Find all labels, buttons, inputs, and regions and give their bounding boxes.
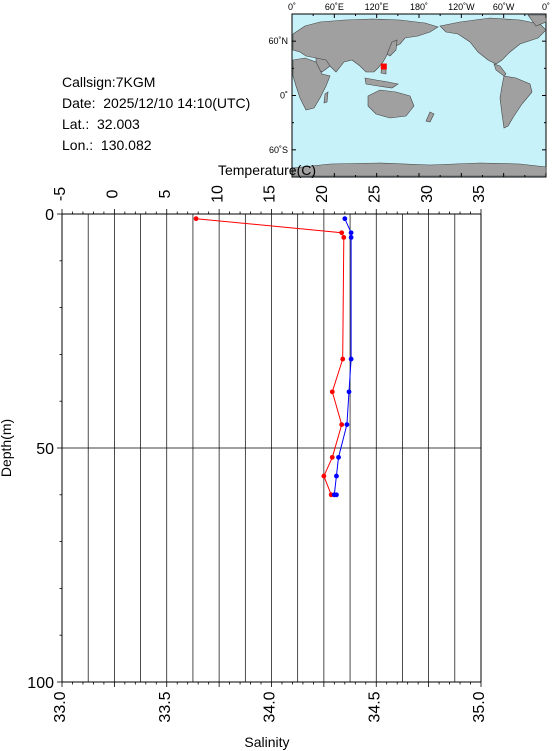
map-longitude-label: 60˚E: [325, 2, 344, 12]
station-marker-square: [380, 63, 387, 70]
temperature-data-point: [321, 473, 327, 479]
land-madagascar: [323, 91, 329, 104]
salinity-data-point: [348, 235, 354, 240]
map-latitude-labels: 60˚N 0˚ 60˚S: [268, 36, 288, 155]
salinity-data-point: [336, 454, 341, 460]
station-info: Callsign:7KGM Date: 2025/12/10 14:10(UTC…: [62, 72, 250, 156]
map-longitude-label: 0˚: [288, 2, 296, 12]
land-south-america: [499, 75, 533, 129]
temperature-tick-label: -5: [52, 187, 69, 201]
map-frame-ticks: [291, 13, 547, 178]
salinity-tick-label: 35.0: [471, 691, 488, 722]
land-japan: [386, 39, 398, 57]
salinity-data-point: [346, 389, 352, 395]
temperature-tick-label: 10: [209, 185, 226, 203]
land-australia: [367, 89, 415, 119]
salinity-tick-label: 34.0: [262, 691, 279, 722]
land-africa: [292, 57, 331, 111]
chart-series: [193, 216, 354, 498]
world-map: 0˚ 60˚E 120˚E 180˚ 120˚W 60˚W 0˚ 60˚N 0˚ 60˚S: [268, 2, 550, 178]
salinity-tick-label: 33.5: [157, 691, 174, 722]
salinity-data-point: [348, 230, 354, 236]
salinity-data-point: [344, 422, 350, 427]
map-longitude-label: 120˚W: [448, 2, 475, 12]
map-longitude-label: 180˚: [410, 2, 428, 12]
temperature-profile-line: [196, 218, 345, 496]
date-text: Date: 2025/12/10 14:10(UTC): [62, 95, 251, 111]
depth-tick-label: 0: [45, 207, 54, 224]
salinity-axis-label: Salinity: [244, 734, 289, 750]
salinity-data-point: [334, 492, 339, 498]
land-greenland: [527, 14, 547, 27]
land-central-america: [493, 63, 507, 77]
temperature-axis-label: Temperature(C): [218, 162, 316, 178]
salinity-axis: 33.0 33.5 34.0 34.5 35.0: [52, 682, 488, 723]
temperature-tick-label: 15: [262, 185, 279, 203]
map-longitude-label: 0˚: [542, 2, 550, 12]
temperature-tick-label: 25: [366, 185, 383, 203]
temperature-data-point: [329, 389, 335, 395]
temperature-tick-label: 20: [314, 185, 331, 203]
land-indonesia: [364, 77, 399, 89]
temperature-data-point: [341, 235, 347, 240]
depth-tick-label: 50: [36, 441, 54, 458]
map-longitude-label: 60˚W: [493, 2, 515, 12]
salinity-tick-label: 34.5: [366, 691, 383, 722]
map-latitude-label: 0˚: [280, 91, 288, 101]
temperature-tick-label: 30: [419, 185, 436, 203]
map-longitude-label: 120˚E: [365, 2, 389, 12]
temperature-tick-label: 35: [471, 185, 488, 203]
temperature-data-point: [193, 216, 199, 222]
lon-text: Lon.: 130.082: [62, 137, 152, 153]
map-landmasses: [292, 14, 547, 177]
chart-grid: [62, 214, 481, 682]
map-latitude-label: 60˚N: [268, 36, 288, 46]
salinity-data-point: [342, 216, 348, 222]
salinity-tick-label: 33.0: [52, 691, 69, 722]
salinity-data-point: [348, 356, 354, 362]
temperature-data-point: [329, 454, 335, 460]
salinity-data-point: [334, 473, 339, 479]
temperature-data-point: [340, 356, 346, 362]
land-new-zealand: [425, 111, 435, 123]
depth-axis-label: Depth(m): [0, 419, 14, 477]
temperature-tick-label: 0: [105, 189, 122, 198]
map-latitude-label: 60˚S: [269, 145, 288, 155]
lat-text: Lat.: 32.003: [62, 116, 140, 132]
land-north-america: [439, 17, 547, 65]
temperature-data-point: [339, 422, 345, 427]
station-marker: [380, 63, 387, 70]
callsign-text: Callsign:7KGM: [62, 74, 156, 90]
map-longitude-labels: 0˚ 60˚E 120˚E 180˚ 120˚W 60˚W 0˚: [288, 2, 550, 12]
temperature-axis: -5 0 5 10 15 20 25 30 35: [52, 185, 488, 214]
depth-axis: 0 50 100: [27, 207, 62, 692]
temperature-data-point: [339, 230, 345, 236]
temperature-tick-label: 5: [157, 189, 174, 198]
depth-tick-label: 100: [27, 675, 54, 692]
